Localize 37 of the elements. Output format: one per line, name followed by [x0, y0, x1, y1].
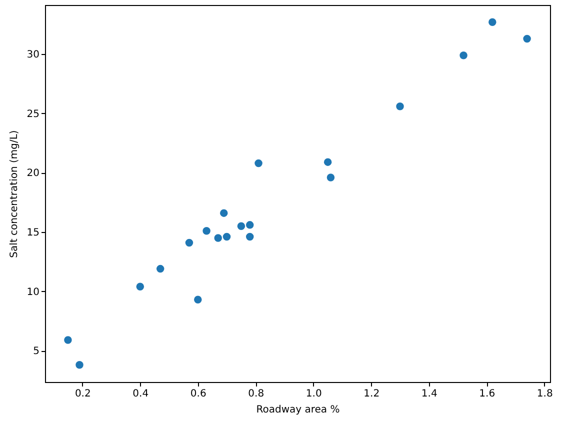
x-tick-label: 0.4	[132, 388, 149, 400]
x-tick-label: 1.0	[306, 388, 322, 400]
point	[76, 361, 84, 369]
point	[488, 18, 496, 26]
point	[396, 102, 404, 110]
y-tick-label: 25	[26, 108, 40, 120]
x-axis-title: Roadway area %	[256, 404, 340, 416]
point	[194, 296, 202, 304]
point	[254, 159, 262, 168]
point	[220, 209, 228, 217]
point	[246, 232, 254, 241]
y-tick-label: 10	[26, 286, 40, 298]
point	[214, 234, 222, 242]
y-tick-label: 30	[26, 50, 40, 61]
x-tick-label: 0.2	[74, 388, 91, 400]
y-axis-title: Salt concentration (mg/L)	[8, 130, 20, 258]
point	[523, 34, 531, 43]
point	[202, 226, 210, 235]
point	[64, 336, 72, 344]
point	[222, 232, 231, 241]
x-tick-label: 1.4	[421, 388, 438, 400]
point	[136, 282, 144, 290]
y-tick-label: 15	[26, 228, 40, 239]
x-tick-label: 1.2	[364, 388, 380, 400]
point	[156, 264, 164, 273]
point	[324, 158, 332, 166]
point	[237, 222, 246, 230]
point	[460, 51, 468, 60]
x-tick-label: 1.6	[479, 388, 496, 400]
point	[246, 221, 254, 229]
y-tick-label: 5	[33, 346, 40, 358]
x-tick-label: 0.6	[190, 388, 206, 400]
y-tick-label: 20	[26, 168, 40, 180]
x-tick-label: 0.8	[248, 388, 264, 400]
point	[185, 238, 194, 247]
x-tick-label: 1.8	[536, 388, 553, 400]
point	[326, 174, 335, 182]
